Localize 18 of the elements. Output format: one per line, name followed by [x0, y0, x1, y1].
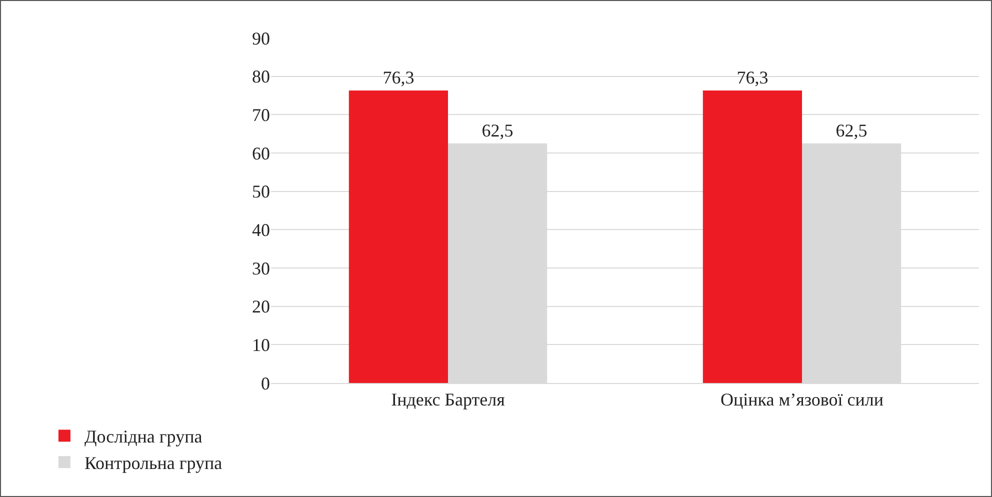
y-tick-label: 90 — [252, 28, 270, 48]
y-tick-label: 40 — [252, 220, 270, 240]
y-tick-label: 30 — [252, 258, 270, 278]
y-tick-label: 10 — [252, 334, 270, 355]
data-label: 76,3 — [382, 68, 414, 88]
data-label: 76,3 — [736, 68, 768, 88]
y-tick-label: 80 — [252, 66, 270, 87]
legend-label: Дослідна група — [84, 426, 202, 447]
y-tick-label: 70 — [252, 104, 270, 125]
y-tick-label: 60 — [252, 143, 270, 164]
data-label: 62,5 — [836, 120, 868, 140]
y-tick-label: 20 — [252, 296, 270, 317]
legend-label: Контрольна група — [84, 453, 222, 474]
y-tick-label: 50 — [252, 182, 270, 202]
y-tick-label: 0 — [261, 373, 270, 394]
data-label: 62,5 — [482, 120, 514, 140]
x-tick-label: Оцінка м’язової сили — [720, 390, 884, 410]
x-tick-label: Індекс Бартеля — [391, 390, 505, 410]
